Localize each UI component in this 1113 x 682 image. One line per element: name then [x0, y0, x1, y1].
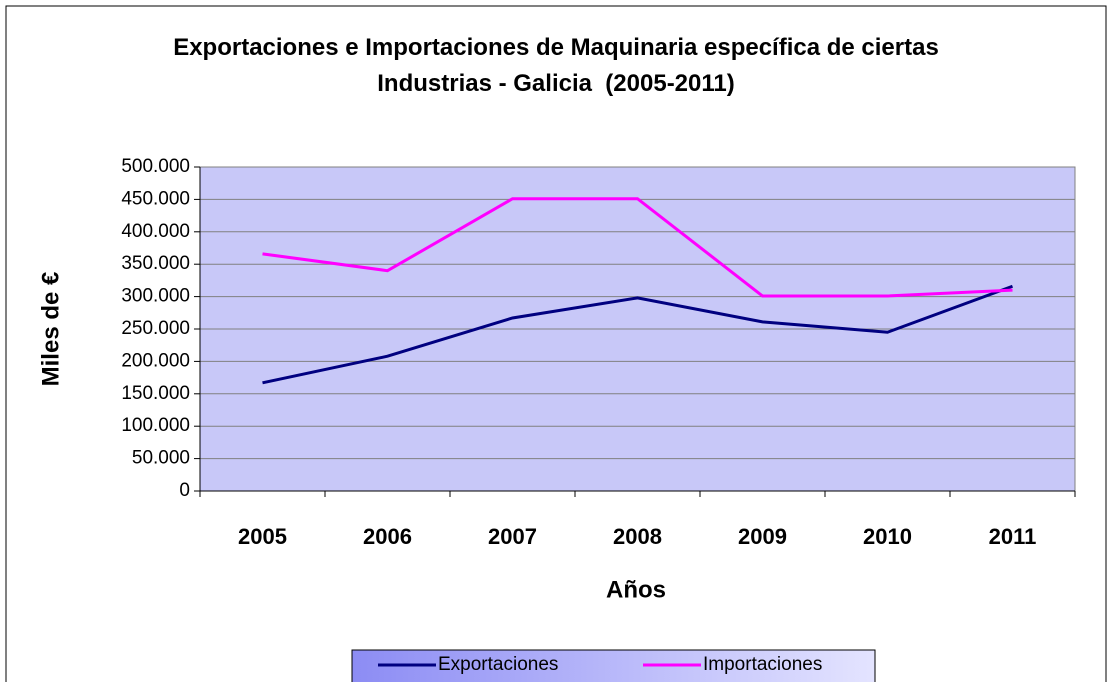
y-tick-label: 250.000 [121, 318, 190, 339]
y-tick-label: 200.000 [121, 350, 190, 371]
y-tick-label: 400.000 [121, 221, 190, 242]
y-tick-label: 100.000 [121, 415, 190, 436]
x-tick-label: 2011 [989, 524, 1037, 549]
y-tick-label: 450.000 [121, 188, 190, 209]
y-tick-label: 350.000 [121, 253, 190, 274]
legend-label: Exportaciones [438, 654, 558, 675]
chart-title: Exportaciones e Importaciones de Maquina… [173, 34, 946, 97]
x-axis-label: Años [606, 576, 666, 603]
y-tick-label: 300.000 [121, 286, 190, 307]
x-tick-label: 2008 [613, 524, 662, 549]
y-tick-label: 500.000 [121, 156, 190, 177]
x-tick-label: 2005 [238, 524, 287, 549]
legend-label: Importaciones [703, 654, 822, 675]
x-tick-label: 2010 [863, 524, 912, 549]
x-tick-label: 2009 [738, 524, 787, 549]
series-line [262, 284, 1014, 385]
series-line [262, 197, 1013, 298]
x-tick-label: 2006 [363, 524, 412, 549]
y-tick-label: 50.000 [132, 448, 190, 469]
legend-box [351, 649, 876, 682]
x-tick-label: 2007 [488, 524, 537, 549]
y-axis-label: Miles de € [37, 272, 64, 387]
y-tick-label: 150.000 [121, 383, 190, 404]
y-tick-label: 0 [179, 480, 190, 501]
